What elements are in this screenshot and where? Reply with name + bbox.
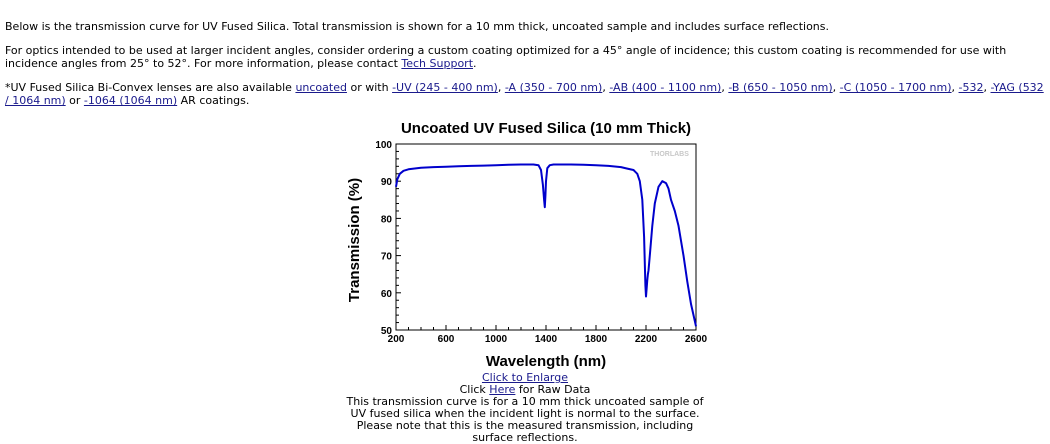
chart-description: This transmission curve is for a 10 mm t… <box>346 395 704 444</box>
availability-note: *UV Fused Silica Bi-Convex lenses are al… <box>5 81 1045 107</box>
chart-title: Uncoated UV Fused Silica (10 mm Thick) <box>401 120 691 137</box>
y-tick-label: 50 <box>381 326 393 337</box>
y-tick-label: 100 <box>375 140 392 151</box>
transmission-chart[interactable]: Uncoated UV Fused Silica (10 mm Thick) T… <box>340 116 712 372</box>
x-tick-label: 600 <box>438 334 455 345</box>
separator: , <box>497 81 505 94</box>
separator-or: or <box>65 94 84 107</box>
x-tick-label: 2600 <box>685 334 708 345</box>
separator: , <box>602 81 610 94</box>
y-axis-label: Transmission (%) <box>346 178 363 302</box>
raw-data-click: Click <box>459 383 490 396</box>
intro-paragraph: Below is the transmission curve for UV F… <box>5 20 830 33</box>
yag-coating-link[interactable]: -YAG (532 / 1064 nm) <box>5 81 1044 107</box>
x-tick-label: 2200 <box>635 334 658 345</box>
1064-coating-link[interactable]: -1064 (1064 nm) <box>83 94 178 107</box>
axis-ticks: 200 600 1000 1400 1800 2200 2600 50 60 70 80 90 100 <box>375 140 707 345</box>
tech-support-link[interactable]: Tech Support <box>401 57 474 70</box>
uv-coating-link[interactable]: -UV (245 - 400 nm) <box>392 81 498 94</box>
click-to-enlarge-link[interactable]: Click to Enlarge <box>481 371 569 384</box>
y-tick-label: 80 <box>381 214 393 225</box>
ab-coating-link[interactable]: -AB (400 - 1100 nm) <box>609 81 722 94</box>
x-tick-label: 200 <box>388 334 405 345</box>
x-tick-label: 1400 <box>535 334 558 345</box>
separator: , <box>951 81 959 94</box>
x-tick-label: 1000 <box>485 334 508 345</box>
series-group <box>395 163 697 327</box>
a-coating-link[interactable]: -A (350 - 700 nm) <box>504 81 603 94</box>
availability-with: or with <box>346 81 393 94</box>
y-tick-label: 70 <box>381 252 393 263</box>
y-tick-label: 90 <box>381 177 393 188</box>
x-axis-label: Wavelength (nm) <box>486 353 606 370</box>
separator: , <box>721 81 729 94</box>
c-coating-link[interactable]: -C (1050 - 1700 nm) <box>839 81 952 94</box>
watermark-logo: THORLABS <box>650 151 689 158</box>
separator: , <box>832 81 840 94</box>
raw-data-line: Click Here for Raw Data <box>340 384 710 396</box>
coating-note-text: For optics intended to be used at larger… <box>5 44 1007 70</box>
raw-data-text: for Raw Data <box>515 383 591 396</box>
availability-suffix: AR coatings. <box>177 94 250 107</box>
availability-prefix: *UV Fused Silica Bi-Convex lenses are al… <box>5 81 296 94</box>
uncoated-link[interactable]: uncoated <box>295 81 347 94</box>
coating-note: For optics intended to be used at larger… <box>5 44 1045 70</box>
transmission-series-line <box>395 163 697 327</box>
b-coating-link[interactable]: -B (650 - 1050 nm) <box>728 81 833 94</box>
532-coating-link[interactable]: -532 <box>958 81 984 94</box>
y-tick-label: 60 <box>381 289 393 300</box>
coating-note-end: . <box>473 57 477 70</box>
separator: , <box>983 81 991 94</box>
raw-data-here-link[interactable]: Here <box>489 383 516 396</box>
x-tick-label: 1800 <box>585 334 608 345</box>
